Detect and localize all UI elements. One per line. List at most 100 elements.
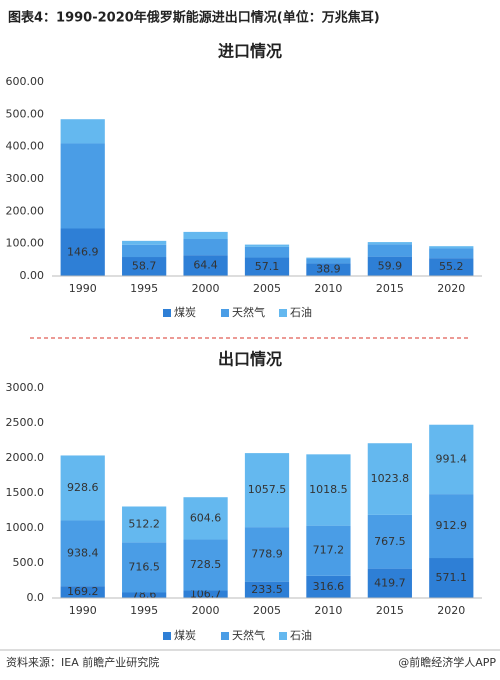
bar-segment (244, 257, 290, 276)
legend-label: 天然气 (232, 305, 265, 319)
data-label: 38.9 (316, 263, 341, 276)
y-tick-label: 1500.0 (6, 486, 45, 499)
data-label: 316.6 (313, 580, 345, 593)
data-label: 1057.5 (248, 483, 287, 496)
bar-segment (122, 240, 167, 245)
bar-segment (306, 525, 351, 576)
data-label: 571.1 (436, 571, 468, 584)
x-tick-label: 2000 (192, 282, 220, 295)
bar-segment (183, 239, 228, 256)
legend-swatch (279, 309, 287, 317)
data-label: 146.9 (67, 245, 99, 258)
bar-segment (306, 258, 351, 264)
bar-segment (367, 244, 412, 257)
bar-segment (367, 256, 412, 276)
chart-title: 出口情况 (218, 350, 282, 369)
y-tick-label: 100.00 (6, 237, 45, 250)
y-tick-label: 2000.0 (6, 451, 45, 464)
bar-segment (244, 453, 290, 528)
legend-swatch (221, 309, 229, 317)
x-tick-label: 2005 (253, 282, 281, 295)
bar-segment (60, 228, 105, 276)
x-tick-label: 1995 (130, 604, 158, 617)
x-tick-label: 1995 (130, 282, 158, 295)
legend-swatch (163, 632, 171, 640)
bar-segment (122, 542, 167, 593)
bar-segment (367, 242, 412, 245)
legend-label: 石油 (290, 305, 312, 319)
bar-segment (60, 119, 105, 144)
data-label: 938.4 (67, 546, 99, 559)
bar-segment (244, 246, 290, 258)
bar-segment (183, 539, 228, 591)
bar-segment (429, 558, 474, 598)
bar-segment (429, 424, 474, 495)
bar-segment (429, 258, 474, 276)
y-tick-label: 500.00 (6, 107, 45, 120)
legend-label: 石油 (290, 628, 312, 642)
data-label: 58.7 (132, 260, 157, 273)
bar-segment (244, 581, 290, 598)
data-label: 716.5 (128, 560, 160, 573)
y-tick-label: 0.0 (27, 591, 45, 604)
bar-segment (60, 586, 105, 598)
y-tick-label: 600.00 (6, 75, 45, 88)
data-label: 64.4 (193, 259, 218, 272)
x-tick-label: 2010 (314, 282, 342, 295)
data-label: 717.2 (313, 544, 345, 557)
x-tick-label: 2000 (192, 604, 220, 617)
x-tick-label: 1990 (69, 282, 97, 295)
x-tick-label: 2005 (253, 604, 281, 617)
legend-label: 天然气 (232, 628, 265, 642)
page-title: 图表4：1990-2020年俄罗斯能源进出口情况(单位：万兆焦耳) (8, 10, 380, 26)
y-tick-label: 1000.0 (6, 521, 45, 534)
y-tick-label: 2500.0 (6, 416, 45, 429)
bar-segment (122, 592, 167, 598)
data-label: 604.6 (190, 511, 222, 524)
data-label: 778.9 (251, 547, 283, 560)
legend-label: 煤炭 (174, 629, 196, 642)
chart-title: 进口情况 (218, 42, 282, 61)
data-label: 1023.8 (371, 472, 410, 485)
y-tick-label: 200.00 (6, 204, 45, 217)
bar-segment (429, 248, 474, 259)
bar-segment (60, 520, 105, 587)
data-label: 767.5 (374, 535, 406, 548)
bar-segment (60, 143, 105, 229)
legend-swatch (221, 632, 229, 640)
bar-segment (183, 497, 228, 540)
data-label: 928.6 (67, 481, 99, 494)
bar-segment (306, 454, 351, 526)
data-label: 419.7 (374, 576, 406, 589)
bar-segment (244, 527, 290, 582)
bar-segment (306, 263, 351, 276)
bar-segment (60, 455, 105, 521)
x-tick-label: 2015 (376, 282, 404, 295)
data-label: 169.2 (67, 585, 99, 598)
bar-segment (183, 590, 228, 598)
brand: @前瞻经济学人APP (398, 655, 496, 669)
bar-segment (429, 494, 474, 559)
bar-segment (306, 575, 351, 598)
y-tick-label: 500.0 (13, 556, 45, 569)
bar-segment (122, 506, 167, 543)
data-label: 991.4 (436, 452, 468, 465)
data-label: 728.5 (190, 558, 222, 571)
data-label: 233.5 (251, 583, 283, 596)
bar-segment (122, 244, 167, 258)
data-label: 912.9 (436, 519, 468, 532)
bar-segment (183, 231, 228, 240)
data-label: 57.1 (255, 260, 280, 273)
bar-segment (429, 246, 474, 249)
data-label: 55.2 (439, 260, 464, 273)
x-tick-label: 1990 (69, 604, 97, 617)
bar-segment (122, 257, 167, 276)
legend-swatch (163, 309, 171, 317)
x-tick-label: 2020 (437, 282, 465, 295)
data-label: 59.9 (378, 259, 403, 272)
bar-segment (306, 257, 351, 259)
y-tick-label: 400.00 (6, 140, 45, 153)
bar-segment (367, 568, 412, 598)
bar-segment (367, 443, 412, 515)
